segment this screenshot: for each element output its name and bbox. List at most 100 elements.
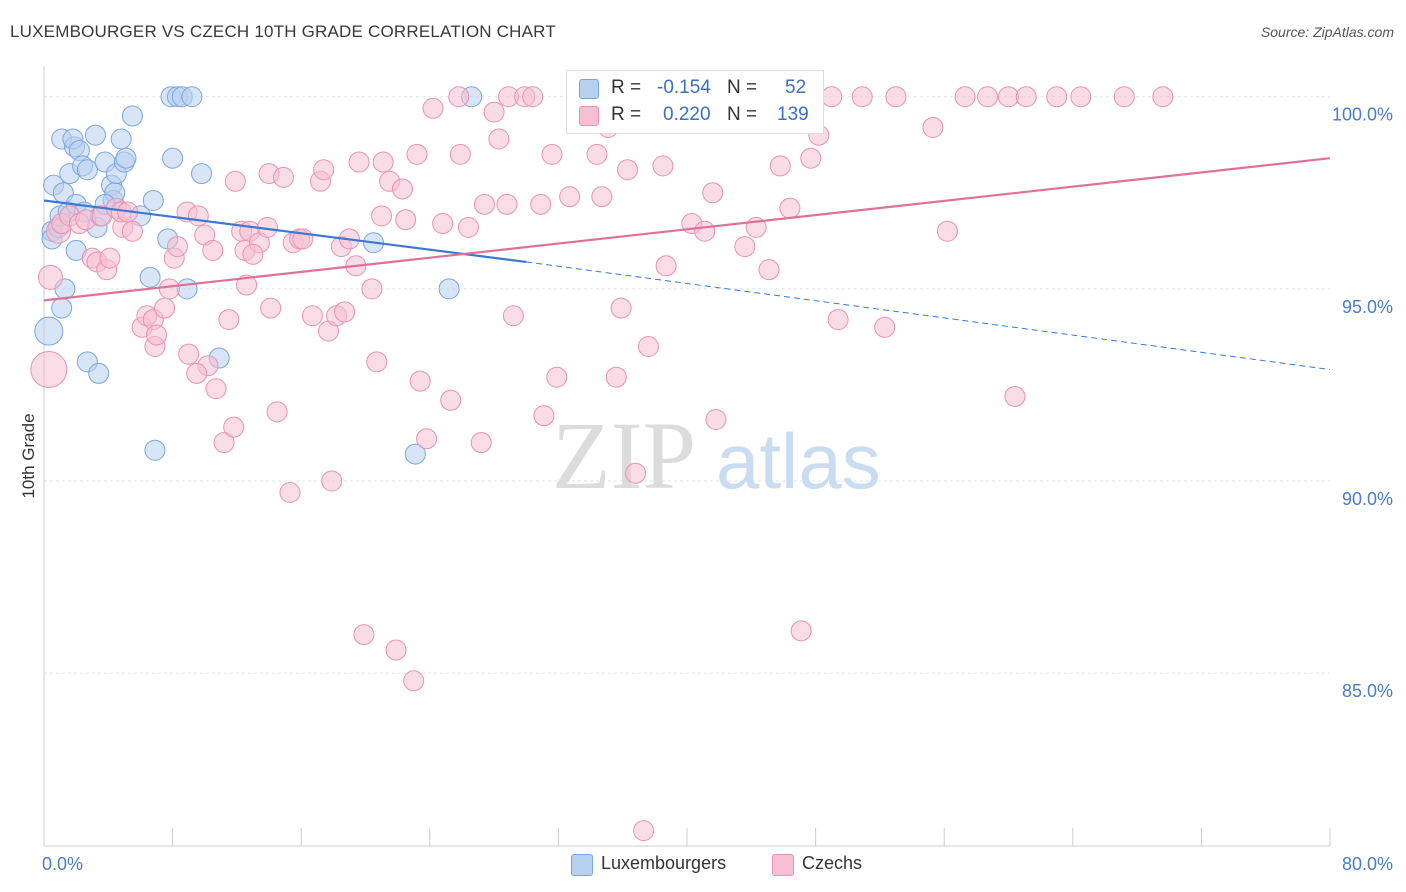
data-point [705,408,727,430]
data-point [779,197,801,219]
data-point [1113,86,1135,108]
data-point [313,159,335,181]
n-value: 139 [777,104,809,125]
stats-legend: R = -0.154 N = 52 R = 0.220 N = 139 [566,70,824,134]
data-point [385,639,407,661]
data-point [144,439,166,461]
data-point [702,182,724,204]
data-point [769,155,791,177]
data-point [301,305,323,327]
data-point [176,278,198,300]
r-label: R = [611,104,642,125]
data-point [502,305,524,327]
data-point [181,86,203,108]
watermark-atlas: atlas [716,417,881,505]
data-point [694,220,716,242]
data-point [218,309,240,331]
data-point [162,147,184,169]
data-point [998,86,1019,108]
data-point [827,309,849,331]
data-point [821,86,843,108]
data-point [586,143,608,165]
data-point [213,432,235,454]
data-point [1070,86,1092,108]
data-point [1152,86,1174,108]
data-point [885,86,907,108]
data-point [422,97,444,119]
data-point [1046,86,1068,108]
data-point [187,205,209,227]
blue-swatch [571,854,593,876]
r-value: -0.154 [657,77,711,98]
data-point [438,278,460,300]
data-point [406,143,428,165]
watermark: ZIP atlas [552,402,881,509]
pink-swatch [579,106,599,126]
y-tick-label: 100.0% [1332,105,1393,125]
source-credit: Source: ZipAtlas.com [1260,24,1394,40]
legend-label: Czechs [802,853,863,873]
data-point [874,316,896,338]
data-point [361,278,383,300]
data-point [633,820,655,842]
data-point [734,236,756,258]
trend-layer [43,157,1331,371]
series-legend: Luxembourgers Czechs [0,852,1406,878]
data-point [936,220,958,242]
y-tick-label: 90.0% [1342,489,1393,509]
data-point [30,351,68,389]
data-point [483,101,505,123]
data-point [496,193,518,215]
trend-line-extension [526,261,1331,371]
axis-layer: 100.0% 95.0% 90.0% 85.0% 0.0% 80.0% [42,66,1393,874]
data-point [242,243,264,265]
blue-swatch [579,79,599,99]
data-point [922,116,944,138]
data-point [533,405,555,427]
data-point [391,178,413,200]
data-point [34,316,64,346]
data-point [202,239,224,261]
n-value: 52 [785,77,807,98]
data-point [146,324,168,346]
n-label: N = [727,77,758,98]
data-point [321,470,343,492]
data-point [121,220,143,242]
data-point [591,186,613,208]
data-point [99,247,121,269]
data-point [409,370,431,392]
data-point [121,105,143,127]
data-point [273,166,295,188]
data-point [404,443,426,465]
data-point [1004,385,1026,407]
data-point [266,401,288,423]
data-point [546,366,568,388]
data-point [186,362,208,384]
chart-title: LUXEMBOURGER VS CZECH 10TH GRADE CORRELA… [10,22,556,41]
r-value: 0.220 [663,104,711,125]
data-point [139,266,161,288]
data-point [1015,86,1037,108]
data-point [473,193,495,215]
data-point [76,159,98,181]
data-point [110,128,132,150]
watermark-zip: ZIP [552,402,696,509]
r-label: R = [611,77,642,98]
data-point [37,264,63,290]
data-point [470,432,492,454]
data-point [610,297,632,319]
data-point [851,86,873,108]
data-point [154,297,176,319]
points-layer [30,86,1174,842]
y-tick-label: 95.0% [1342,297,1393,317]
data-point [655,255,677,277]
data-point [142,189,164,211]
data-point [191,163,213,185]
legend-label: Luxembourgers [601,853,727,873]
data-point [559,186,581,208]
data-point [372,151,394,173]
trend-line [43,199,527,264]
data-point [416,428,438,450]
data-point [637,335,659,357]
